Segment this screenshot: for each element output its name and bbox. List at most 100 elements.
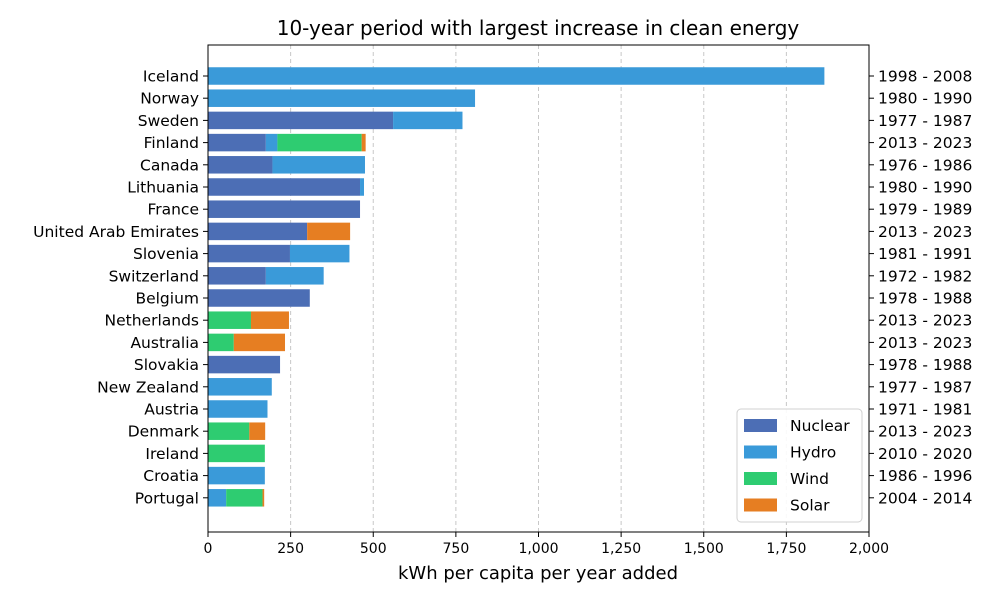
- bar-nuclear: [208, 133, 266, 152]
- y-tick-label: Ireland: [145, 445, 199, 463]
- bar-hydro: [208, 466, 265, 485]
- period-label: 2004 - 2014: [878, 489, 972, 507]
- legend-swatch: [744, 498, 777, 512]
- y-tick-label: Switzerland: [109, 267, 199, 285]
- period-label: 1976 - 1986: [878, 156, 972, 174]
- y-tick-label: Norway: [140, 90, 199, 108]
- legend-swatch: [744, 419, 777, 432]
- period-label: 1977 - 1987: [878, 378, 972, 396]
- period-label: 1986 - 1996: [878, 467, 972, 485]
- bar-nuclear: [208, 111, 394, 130]
- bar-hydro: [393, 111, 463, 130]
- bar-hydro: [208, 400, 268, 418]
- bar-hydro: [360, 178, 364, 196]
- y-axis-labels: Iceland Norway Sweden Finland Canada Lithuani…: [33, 68, 208, 507]
- bar-nuclear: [208, 289, 310, 307]
- bar-solar: [249, 422, 266, 440]
- y-tick-label: Denmark: [128, 423, 199, 441]
- bar-wind: [208, 333, 234, 352]
- bar-nuclear: [208, 178, 361, 196]
- period-label: 2013 - 2023: [878, 312, 972, 330]
- legend-label: Nuclear: [790, 417, 850, 435]
- x-axis: 0 250 500 750 1,000 1,250 1,500 1,750 2,000: [204, 532, 889, 557]
- period-label: 1998 - 2008: [878, 68, 972, 86]
- legend-box: [736, 408, 863, 523]
- y-tick-label: France: [147, 201, 199, 219]
- y-tick-label: Sweden: [138, 112, 199, 130]
- bar-hydro: [208, 67, 825, 85]
- bar-wind: [208, 444, 265, 463]
- x-tick-label: 500: [360, 541, 387, 557]
- y-tick-label: Iceland: [143, 68, 199, 86]
- y-tick-label: Netherlands: [105, 312, 199, 330]
- bar-nuclear: [208, 156, 273, 174]
- bar-nuclear: [208, 355, 281, 374]
- period-label: 1971 - 1981: [878, 401, 972, 419]
- bar-hydro: [265, 267, 324, 285]
- y-tick-label: United Arab Emirates: [33, 223, 199, 241]
- x-axis-label: kWh per capita per year added: [398, 563, 678, 584]
- bar-wind: [277, 133, 362, 152]
- y-tick-label: Slovenia: [133, 245, 199, 263]
- bar-wind: [208, 311, 251, 329]
- y-tick-label: Lithuania: [127, 179, 199, 197]
- chart-title: 10-year period with largest increase in …: [277, 16, 800, 40]
- bar-hydro: [289, 244, 350, 263]
- y-tick-label: Australia: [130, 334, 199, 352]
- legend: Nuclear Hydro Wind Solar: [736, 408, 863, 523]
- period-label: 1980 - 1990: [878, 90, 972, 108]
- bar-solar: [233, 333, 286, 352]
- y-tick-label: Austria: [144, 401, 199, 419]
- x-tick-label: 1,500: [684, 541, 724, 557]
- legend-label: Solar: [790, 497, 830, 515]
- x-tick-label: 1,250: [601, 541, 641, 557]
- period-label: 1978 - 1988: [878, 356, 972, 374]
- period-label: 1978 - 1988: [878, 290, 972, 308]
- bar-wind: [208, 422, 250, 440]
- legend-label: Wind: [790, 470, 829, 488]
- legend-swatch: [744, 445, 777, 459]
- bar-hydro: [208, 89, 476, 107]
- period-label: 1981 - 1991: [878, 245, 972, 263]
- x-tick-label: 250: [277, 541, 304, 557]
- x-tick-label: 2,000: [849, 541, 889, 557]
- period-label: 1979 - 1989: [878, 201, 972, 219]
- bars: [208, 67, 825, 507]
- period-label: 1980 - 1990: [878, 179, 972, 197]
- bar-wind: [226, 489, 263, 507]
- y-tick-label: New Zealand: [97, 378, 199, 396]
- bar-nuclear: [208, 200, 361, 218]
- y-tick-label: Portugal: [135, 489, 199, 507]
- period-labels: 1998 - 2008 1980 - 1990 1977 - 1987 2013 - …: [869, 68, 972, 507]
- bar-solar: [307, 222, 351, 241]
- x-tick-label: 0: [204, 541, 213, 557]
- bar-hydro: [208, 378, 272, 396]
- bar-hydro: [265, 133, 278, 152]
- bar-solar: [361, 133, 366, 152]
- plot-frame: [207, 44, 870, 533]
- bar-nuclear: [208, 267, 266, 285]
- bar-nuclear: [208, 222, 308, 241]
- legend-swatch: [744, 472, 777, 485]
- y-tick-label: Slovakia: [134, 356, 199, 374]
- y-tick-label: Canada: [140, 156, 199, 174]
- period-label: 2013 - 2023: [878, 423, 972, 441]
- x-tick-label: 1,000: [518, 541, 558, 557]
- y-tick-label: Belgium: [135, 290, 199, 308]
- bar-hydro: [272, 156, 365, 174]
- y-tick-label: Finland: [144, 134, 199, 152]
- period-label: 1972 - 1982: [878, 267, 972, 285]
- bar-hydro: [208, 489, 227, 507]
- legend-label: Hydro: [790, 444, 836, 462]
- y-tick-label: Croatia: [143, 467, 199, 485]
- period-label: 2013 - 2023: [878, 334, 972, 352]
- x-tick-label: 750: [443, 541, 470, 557]
- period-label: 2010 - 2020: [878, 445, 972, 463]
- period-label: 2013 - 2023: [878, 134, 972, 152]
- period-label: 1977 - 1987: [878, 112, 972, 130]
- period-label: 2013 - 2023: [878, 223, 972, 241]
- bar-solar: [262, 489, 265, 507]
- bar-solar: [250, 311, 289, 329]
